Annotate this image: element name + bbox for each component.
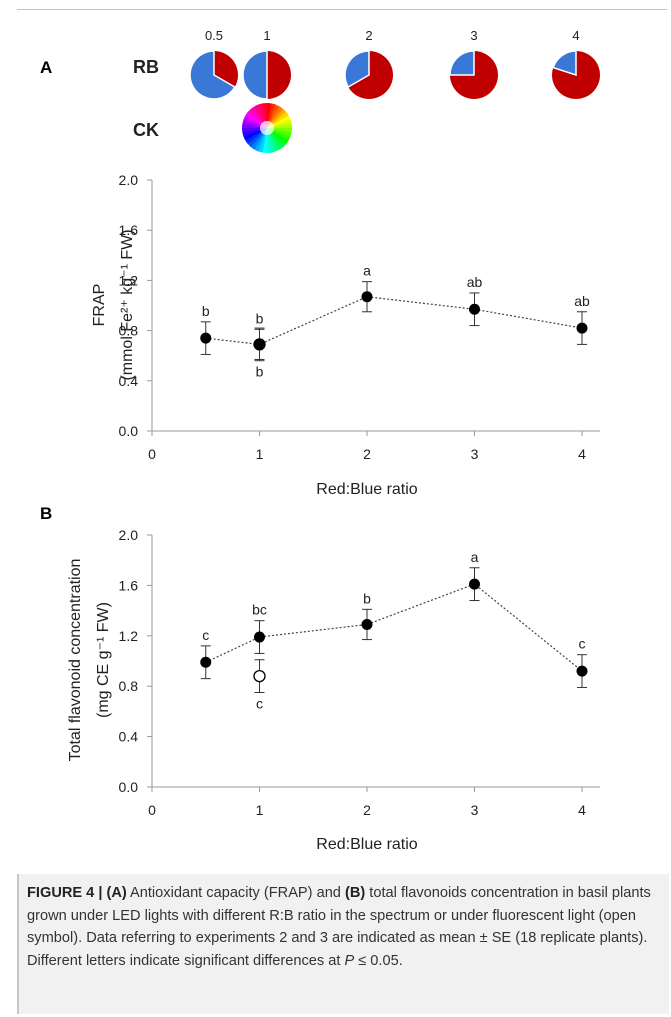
significance-letter: b	[363, 590, 371, 606]
data-point	[469, 304, 480, 315]
x-tick-label: 0	[148, 446, 156, 462]
pie-ratio-label: 4	[572, 28, 579, 43]
rb-pie: 1	[243, 28, 291, 99]
caption-p-symbol: P	[344, 953, 354, 969]
pie-ratio-label: 2	[365, 28, 372, 43]
x-tick-label: 3	[471, 802, 479, 818]
significance-letter: c	[202, 627, 209, 643]
data-point	[577, 666, 588, 677]
pie-ratio-label: 1	[263, 28, 270, 43]
rb-pie: 2	[345, 28, 393, 99]
data-point	[254, 632, 265, 643]
x-tick-label: 1	[256, 446, 264, 462]
ck-color-wheel	[242, 103, 292, 153]
y-tick-label: 0.0	[119, 423, 139, 439]
y-tick-label: 0.0	[119, 779, 139, 795]
pie-ratio-label: 3	[470, 28, 477, 43]
y-tick-label: 2.0	[119, 527, 139, 543]
rb-pie: 4	[552, 28, 600, 99]
rb-row-label: RB	[133, 57, 159, 77]
data-point	[200, 333, 211, 344]
x-tick-label: 4	[578, 802, 586, 818]
series-line	[206, 584, 582, 671]
x-tick-label: 1	[256, 802, 264, 818]
x-tick-label: 4	[578, 446, 586, 462]
y-axis-label-line2: (mg CE g⁻¹ FW)	[95, 602, 112, 718]
y-axis-label-line1: FRAP	[91, 284, 108, 327]
x-tick-label: 2	[363, 802, 371, 818]
panel-a-letter: A	[40, 58, 52, 77]
caption-text-3: ≤ 0.05.	[354, 953, 403, 969]
pie-slice-blue	[450, 51, 474, 75]
pie-slice-blue	[243, 51, 267, 99]
caption-text-1: Antioxidant capacity (FRAP) and	[127, 885, 345, 901]
data-point	[254, 339, 265, 350]
ck-row-label: CK	[133, 120, 159, 140]
x-tick-label: 3	[471, 446, 479, 462]
y-tick-label: 0.4	[119, 729, 139, 745]
caption-a-tag: (A)	[107, 885, 127, 901]
data-point	[200, 657, 211, 668]
data-point	[362, 619, 373, 630]
caption-b-tag: (B)	[345, 885, 365, 901]
significance-letter: c	[579, 636, 586, 652]
x-tick-label: 2	[363, 446, 371, 462]
figure-graphic: A RB CK 0.5 1 2 3 4 B 0.0 0.4 0.8 1.2 1.6 2.0 0 1 2 3…	[0, 0, 671, 870]
y-axis-label-line1: Total flavonoid concentration	[67, 559, 84, 762]
significance-letter: a	[363, 263, 371, 279]
y-axis-label-line2: (mmol Fe²⁺ kg⁻¹ FW)	[119, 229, 136, 380]
wheel-center	[260, 121, 274, 135]
significance-letter: b	[202, 303, 210, 319]
significance-letter: ab	[467, 274, 483, 290]
rb-pie: 0.5	[190, 28, 238, 99]
data-point-open	[254, 671, 265, 682]
caption-label: FIGURE 4 |	[27, 885, 102, 901]
y-tick-label: 1.6	[119, 577, 139, 593]
y-tick-label: 1.2	[119, 628, 139, 644]
panel-b-letter: B	[40, 504, 52, 523]
data-point	[577, 323, 588, 334]
rb-pie-row: 0.5 1 2 3 4	[190, 28, 600, 99]
x-axis-label: Red:Blue ratio	[316, 836, 417, 853]
significance-letter-open: b	[256, 364, 264, 380]
significance-letter-open: c	[256, 696, 263, 712]
x-tick-label: 0	[148, 802, 156, 818]
data-point	[362, 291, 373, 302]
significance-letter: ab	[574, 293, 590, 309]
x-axis-label: Red:Blue ratio	[316, 481, 417, 498]
y-tick-label: 2.0	[119, 172, 139, 188]
data-point	[469, 579, 480, 590]
figure-caption: FIGURE 4 | (A) Antioxidant capacity (FRA…	[27, 882, 659, 972]
significance-letter: bc	[252, 602, 267, 618]
rb-pie: 3	[450, 28, 498, 99]
pie-ratio-label: 0.5	[205, 28, 223, 43]
y-tick-label: 0.8	[119, 678, 139, 694]
significance-letter: b	[256, 310, 264, 326]
significance-letter: a	[471, 549, 479, 565]
chart-b-flavonoid: 0.0 0.4 0.8 1.2 1.6 2.0 0 1 2 3 4 Red:Blue ratio Tot…	[67, 527, 600, 853]
